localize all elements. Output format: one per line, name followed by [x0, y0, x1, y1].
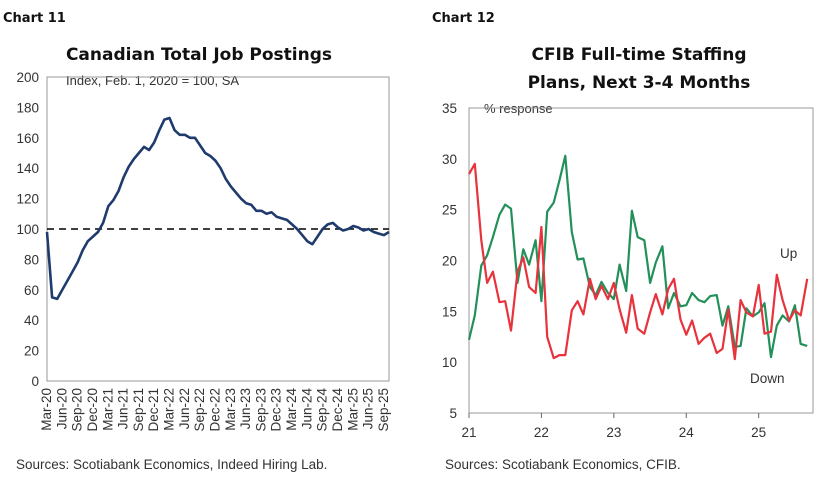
chart11-x-tick-label: Sep-23	[253, 388, 268, 432]
chart12-y-tick-label: 5	[449, 406, 457, 421]
chart11-y-tick-label: 100	[16, 222, 39, 237]
chart11-y-tick-label: 0	[31, 374, 39, 389]
chart11-y-tick-label: 200	[16, 70, 39, 85]
chart12-x-tick-label: 21	[461, 425, 476, 440]
chart11-x-tick-label: Sep-22	[192, 388, 207, 432]
chart12-x-tick-label: 22	[534, 425, 549, 440]
chart12-series-up	[467, 154, 808, 359]
chart11-x-tick-label: Sep-21	[131, 388, 146, 432]
chart11-x-tick-label: Dec-22	[207, 388, 222, 432]
chart11-x-tick-label: Dec-24	[330, 388, 345, 432]
chart12-y-tick-label: 25	[442, 203, 457, 218]
chart12-y-tick-label: 35	[442, 101, 457, 116]
chart12-x-axis: 21 22 23 24 25	[461, 413, 766, 440]
chart11-x-axis: Mar-20 Jun-20 Sep-20 Dec-20 Mar-21 Jun-21 Sep-…	[39, 388, 391, 432]
chart11-y-tick-label: 140	[16, 161, 39, 176]
chart12-x-tick-label: 25	[751, 425, 766, 440]
chart11-x-tick-label: Dec-23	[269, 388, 284, 432]
chart11-x-tick-label: Mar-25	[345, 388, 360, 431]
chart12-y-axis: 5 10 15 20 25 30 35	[442, 101, 457, 421]
chart12-y-tick-label: 30	[442, 152, 457, 167]
chart12-legend-up: Up	[780, 246, 797, 261]
chart12-legend-down: Down	[750, 371, 785, 386]
chart11-x-tick-label: Jun-22	[177, 388, 192, 429]
chart11-series-line	[45, 116, 390, 301]
chart11-y-tick-label: 180	[16, 100, 39, 115]
chart11-x-tick-label: Jun-23	[238, 388, 253, 429]
chart11-x-tick-label: Jun-20	[54, 388, 69, 429]
chart11-x-tick-label: Mar-24	[284, 388, 299, 431]
chart12-x-tick-label: 24	[679, 425, 695, 440]
chart11-subtitle: Index, Feb. 1, 2020 = 100, SA	[66, 73, 239, 88]
chart11-y-tick-label: 120	[16, 192, 39, 207]
chart11-x-tick-label: Dec-20	[85, 388, 100, 432]
chart11-x-tick-label: Mar-23	[223, 388, 238, 431]
chart11-x-tick-label: Jun-25	[361, 388, 376, 429]
chart11-x-tick-label: Sep-20	[70, 388, 85, 432]
chart11-y-axis: 0 20 40 60 80 100 120 140 160 180 200	[16, 70, 39, 389]
chart11-x-tick-label: Jun-24	[299, 388, 314, 430]
chart11-x-tick-label: Mar-21	[100, 388, 115, 431]
chart12-series-down	[468, 162, 809, 361]
chart12-x-tick-label: 23	[606, 425, 621, 440]
chart11-y-tick-label: 40	[24, 313, 39, 328]
chart12-title-line1: CFIB Full-time Staffing	[531, 45, 746, 65]
chart11-title: Canadian Total Job Postings	[66, 45, 332, 65]
chart11-x-tick-label: Sep-25	[376, 388, 391, 432]
chart11-y-tick-label: 60	[24, 283, 39, 298]
chart12-y-tick-label: 20	[442, 254, 457, 269]
chart11-source: Sources: Scotiabank Economics, Indeed Hi…	[16, 457, 327, 472]
chart11-x-tick-label: Mar-22	[162, 388, 177, 431]
chart12-plot-frame	[468, 107, 814, 414]
chart11-x-tick-label: Dec-21	[146, 388, 161, 432]
chart12-header: Chart 12	[432, 11, 495, 26]
chart11-x-tick-label: Sep-24	[315, 388, 330, 432]
chart11-y-tick-label: 160	[16, 131, 39, 146]
chart11-x-tick-label: Mar-20	[39, 388, 54, 431]
chart11-y-tick-label: 20	[24, 344, 39, 359]
chart12-source: Sources: Scotiabank Economics, CFIB.	[445, 457, 681, 472]
chart12-y-tick-label: 15	[442, 304, 457, 319]
chart12-y-tick-label: 10	[442, 355, 457, 370]
chart11-header: Chart 11	[3, 11, 66, 26]
chart11-x-tick-label: Jun-21	[116, 388, 131, 429]
chart12-title-line2: Plans, Next 3-4 Months	[528, 73, 751, 93]
chart11-y-tick-label: 80	[24, 252, 39, 267]
